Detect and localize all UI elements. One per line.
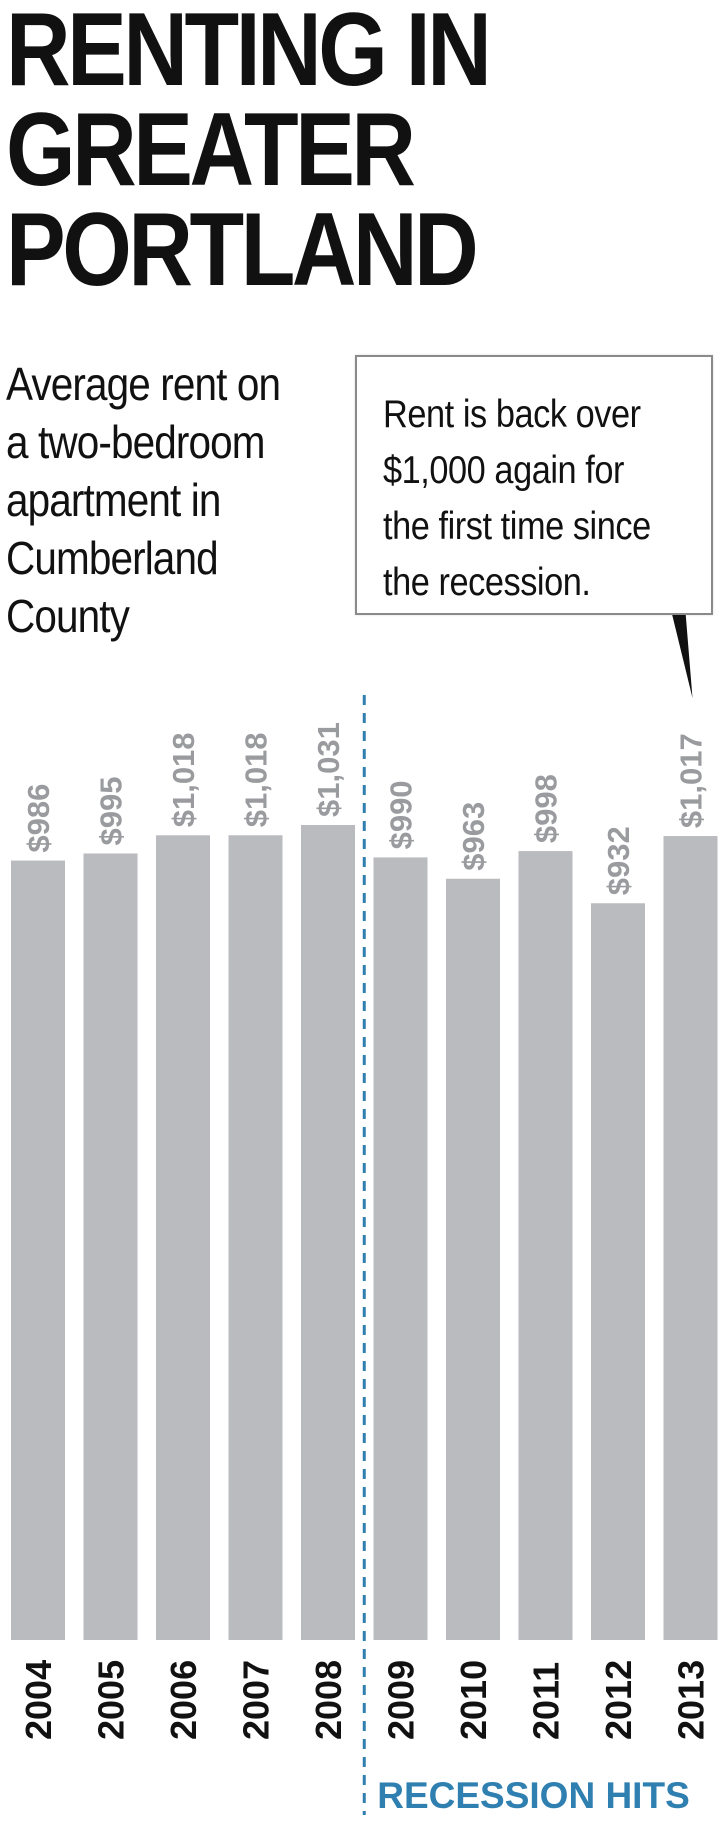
annotation-text: Rent is back over $1,000 again for the f… (383, 387, 651, 611)
year-label-2007: 2007 (236, 1660, 277, 1740)
bar-2010 (446, 878, 500, 1640)
value-label-2004: $986 (21, 784, 56, 853)
bar-2011 (518, 851, 573, 1640)
title-line: GREATER (6, 92, 416, 208)
callout-pointer (671, 612, 693, 698)
bar-2013 (663, 836, 718, 1640)
value-label-2005: $995 (94, 776, 129, 845)
bar-2009 (373, 857, 428, 1640)
annotation-line: Rent is back over (383, 393, 641, 436)
annotation-line: the first time since (383, 505, 651, 548)
value-label-2013: $1,017 (674, 733, 709, 828)
subtitle-line: County (6, 590, 130, 642)
value-label-2006: $1,018 (166, 732, 201, 827)
year-label-2004: 2004 (18, 1660, 59, 1740)
bar-2005 (83, 853, 138, 1640)
value-label-2007: $1,018 (239, 732, 274, 827)
year-label-2012: 2012 (598, 1660, 639, 1740)
title-line: PORTLAND (6, 192, 479, 308)
chart-title: RENTING IN GREATER PORTLAND (6, 0, 492, 308)
subtitle-line: Average rent on (6, 358, 281, 410)
year-label-2009: 2009 (381, 1660, 422, 1740)
value-label-2010: $963 (456, 802, 491, 871)
year-labels-group: 2004 2005 2006 2007 2008 2009 2010 2011 2012 2013 (18, 1660, 712, 1740)
year-label-2010: 2010 (453, 1660, 494, 1740)
bar-2007 (228, 835, 283, 1640)
annotation-line: $1,000 again for (383, 449, 625, 492)
annotation-callout-box: Rent is back over $1,000 again for the f… (355, 355, 713, 615)
value-label-2008: $1,031 (311, 722, 346, 817)
value-label-2009: $990 (384, 780, 419, 849)
year-label-2005: 2005 (91, 1660, 132, 1740)
chart-subtitle: Average rent on a two-bedroom apartment … (6, 355, 296, 645)
year-label-2006: 2006 (163, 1660, 204, 1740)
year-label-2008: 2008 (308, 1660, 349, 1740)
value-label-2011: $998 (529, 774, 564, 843)
recession-label: RECESSION HITS (377, 1775, 690, 1816)
subtitle-line: a two-bedroom (6, 416, 265, 468)
bars-group (11, 825, 718, 1640)
year-label-2013: 2013 (671, 1660, 712, 1740)
value-label-2012: $932 (601, 826, 636, 895)
title-line: RENTING IN (6, 0, 492, 108)
bar-2006 (156, 835, 210, 1640)
subtitle-line: apartment in (6, 474, 221, 526)
bar-2012 (591, 903, 645, 1640)
subtitle-line: Cumberland (6, 532, 219, 584)
annotation-line: the recession. (383, 561, 591, 604)
bar-2008 (301, 825, 355, 1640)
value-labels-group: $986 $995 $1,018 $1,018 $1,031 $990 $963 $998 $9… (21, 722, 709, 895)
bar-2004 (11, 860, 65, 1640)
year-label-2011: 2011 (526, 1662, 567, 1740)
